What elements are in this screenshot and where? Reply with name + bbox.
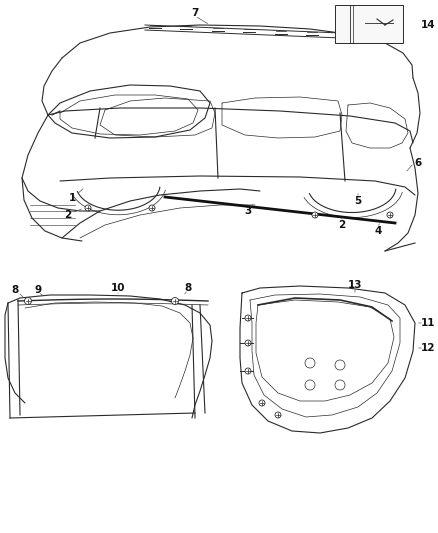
Text: 13: 13 (348, 280, 362, 290)
Circle shape (245, 340, 251, 346)
Circle shape (149, 205, 155, 211)
Circle shape (25, 297, 32, 304)
Circle shape (172, 297, 179, 304)
Text: 2: 2 (339, 220, 346, 230)
Text: 11: 11 (421, 318, 435, 328)
Text: 8: 8 (184, 283, 192, 293)
Text: 4: 4 (374, 226, 381, 236)
Text: 3: 3 (244, 206, 251, 216)
Text: 6: 6 (414, 158, 422, 168)
Text: 8: 8 (11, 285, 19, 295)
Circle shape (245, 315, 251, 321)
Text: 1: 1 (68, 193, 76, 203)
Circle shape (85, 205, 91, 211)
Bar (335, 5, 403, 43)
Circle shape (312, 212, 318, 218)
Circle shape (387, 212, 393, 218)
Circle shape (275, 412, 281, 418)
Text: 5: 5 (354, 196, 362, 206)
Circle shape (245, 368, 251, 374)
Circle shape (259, 400, 265, 406)
Text: 12: 12 (421, 343, 435, 353)
Text: 7: 7 (191, 8, 199, 18)
Text: 9: 9 (35, 285, 42, 295)
Text: 14: 14 (420, 20, 435, 30)
Text: 10: 10 (111, 283, 125, 293)
Text: 2: 2 (64, 210, 72, 220)
